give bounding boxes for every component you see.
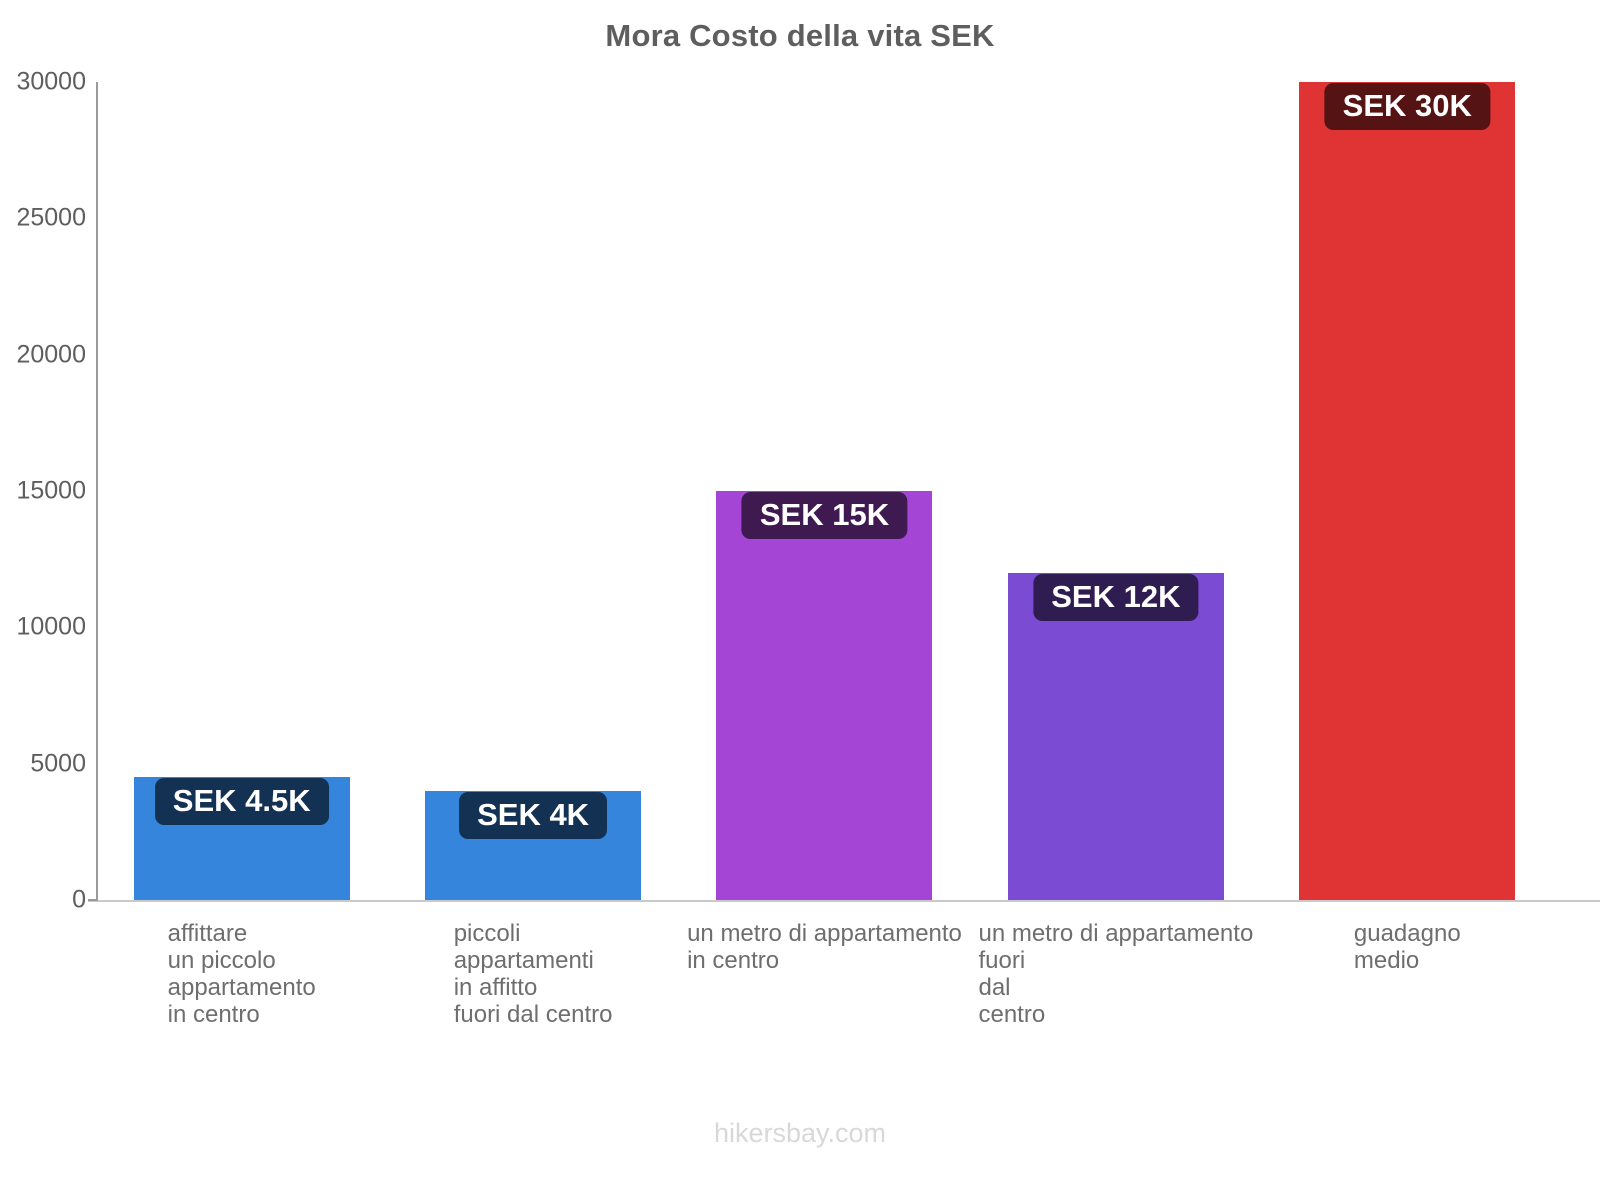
y-axis-tick-label: 15000 (16, 476, 86, 505)
bar-group: SEK 12K (970, 82, 1261, 900)
bar[interactable] (716, 491, 933, 900)
bar-group: SEK 15K (679, 82, 970, 900)
bar-group: SEK 30K (1262, 82, 1553, 900)
bar-value-label: SEK 4K (459, 791, 608, 839)
x-axis-category-label: piccoli appartamenti in affitto fuori da… (387, 920, 678, 1028)
bar-group: SEK 4K (387, 82, 678, 900)
source-watermark: hikersbay.com (713, 1118, 887, 1148)
category-label-text: affittare un piccolo appartamento in cen… (167, 920, 316, 1028)
bar-value-label: SEK 15K (741, 492, 908, 539)
plot-area: SEK 4.5K SEK 4K SEK 15K SEK 12K SEK 30K (96, 82, 1553, 900)
x-axis-line (88, 900, 1600, 902)
page-title: Mora Costo della vita SEK (605, 18, 995, 53)
bar-group: SEK 4.5K (96, 82, 387, 900)
y-axis-tick-label: 20000 (16, 340, 86, 369)
category-label-text: guadagno medio (1353, 920, 1461, 974)
category-label-text: un metro di appartamento fuori dal centr… (978, 920, 1254, 1028)
y-axis-tick-label: 10000 (16, 612, 86, 641)
category-label-text: un metro di appartamento in centro (687, 920, 962, 974)
bar-value-label: SEK 12K (1033, 573, 1199, 621)
bar-value-label: SEK 4.5K (154, 778, 329, 826)
y-axis-tick-mark (88, 899, 98, 901)
bar[interactable] (1299, 82, 1516, 900)
y-axis-tick-label: 5000 (30, 749, 86, 778)
bar-value-label: SEK 30K (1324, 83, 1490, 130)
bar[interactable] (1007, 572, 1224, 900)
y-axis-tick-label: 25000 (16, 203, 86, 232)
y-axis-tick-label: 0 (72, 885, 86, 914)
x-axis-category-label: guadagno medio (1262, 920, 1553, 974)
category-label-text: piccoli appartamenti in affitto fuori da… (453, 920, 613, 1028)
y-axis-tick-label: 30000 (16, 67, 86, 96)
x-axis-category-label: affittare un piccolo appartamento in cen… (96, 920, 387, 1028)
x-axis-category-label: un metro di appartamento fuori dal centr… (970, 920, 1261, 1028)
y-axis-labels: 0 5000 10000 15000 20000 25000 30000 (0, 0, 86, 1200)
x-axis-category-label: un metro di appartamento in centro (679, 920, 970, 974)
x-axis-category-labels: affittare un piccolo appartamento in cen… (96, 920, 1553, 1050)
y-axis-line (96, 82, 98, 900)
